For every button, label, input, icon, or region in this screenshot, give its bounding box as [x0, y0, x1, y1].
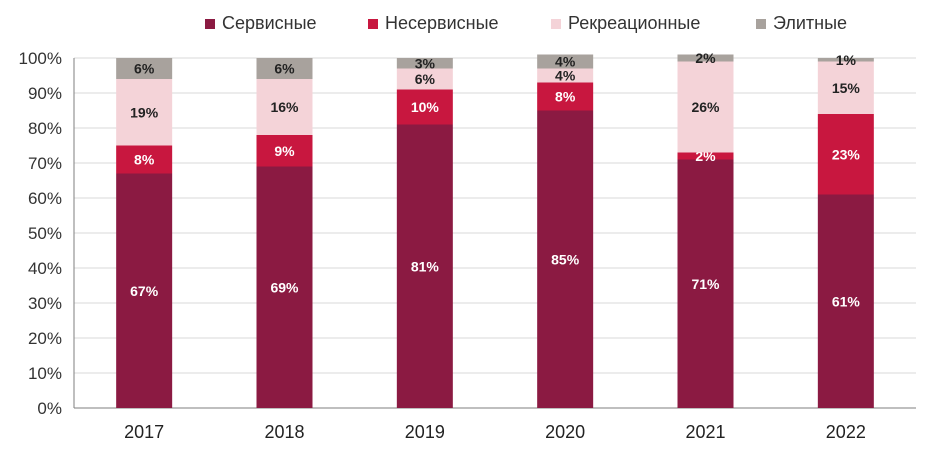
x-tick-label: 2017: [124, 422, 164, 442]
data-label: 10%: [411, 99, 440, 115]
bar-segment: [396, 58, 453, 69]
data-label: 71%: [691, 276, 720, 292]
bar-segment: [116, 173, 173, 408]
legend-swatch-elite: [756, 18, 766, 29]
y-tick-label: 10%: [28, 364, 62, 383]
data-label: 26%: [691, 99, 720, 115]
y-tick-label: 90%: [28, 84, 62, 103]
bar-segment: [116, 145, 173, 174]
x-tick-label: 2019: [405, 422, 445, 442]
bar-segment: [256, 166, 313, 408]
legend-swatch-service: [205, 18, 215, 29]
legend-item-recreational: Рекреационные: [551, 13, 700, 34]
legend-label-service: Сервисные: [222, 13, 317, 33]
data-label: 9%: [274, 143, 295, 159]
bar-segment: [677, 61, 734, 153]
bar-segment: [537, 68, 594, 83]
bar-segment: [256, 135, 313, 167]
bar-segment: [256, 79, 313, 135]
bar-segment: [537, 54, 594, 69]
y-tick-label: 100%: [19, 49, 62, 68]
bar-segment: [817, 58, 874, 62]
chart-legend: Сервисные Несервисные Рекреационные Элит…: [0, 13, 930, 37]
x-tick-label: 2020: [545, 422, 585, 442]
x-tick-label: 2022: [826, 422, 866, 442]
y-tick-label: 80%: [28, 119, 62, 138]
data-label: 8%: [555, 89, 576, 105]
y-tick-label: 50%: [28, 224, 62, 243]
bar-segment: [817, 61, 874, 114]
legend-item-non-service: Несервисные: [368, 13, 499, 34]
data-label: 15%: [832, 80, 861, 96]
bar-segment: [677, 152, 734, 160]
data-label: 69%: [270, 279, 299, 295]
data-label: 67%: [130, 283, 159, 299]
legend-label-elite: Элитные: [773, 13, 848, 33]
bar-segment: [817, 194, 874, 408]
data-label: 3%: [415, 55, 436, 71]
bar-segment: [817, 114, 874, 195]
data-label: 6%: [274, 61, 295, 77]
data-label: 85%: [551, 251, 580, 267]
y-tick-label: 30%: [28, 294, 62, 313]
bar-segment: [537, 110, 594, 408]
bar-segment: [396, 124, 453, 408]
bar-segment: [677, 54, 734, 62]
bar-segment: [396, 89, 453, 125]
legend-swatch-non-service: [368, 18, 378, 29]
bar-segment: [537, 82, 594, 111]
y-tick-label: 20%: [28, 329, 62, 348]
data-label: 2%: [695, 50, 716, 66]
data-label: 81%: [411, 258, 440, 274]
legend-swatch-recreational: [551, 18, 561, 29]
legend-label-recreational: Рекреационные: [568, 13, 701, 33]
y-tick-label: 40%: [28, 259, 62, 278]
legend-item-service: Сервисные: [205, 13, 317, 34]
y-tick-label: 0%: [37, 399, 62, 418]
legend-label-non-service: Несервисные: [385, 13, 499, 33]
y-tick-label: 70%: [28, 154, 62, 173]
data-label: 16%: [270, 99, 299, 115]
legend-item-elite: Элитные: [756, 13, 847, 34]
data-label: 61%: [832, 293, 861, 309]
x-tick-label: 2021: [685, 422, 725, 442]
data-label: 6%: [134, 61, 155, 77]
data-label: 19%: [130, 104, 159, 120]
bar-segment: [116, 79, 173, 146]
data-label: 23%: [832, 146, 861, 162]
data-label: 8%: [134, 152, 155, 168]
x-tick-label: 2018: [264, 422, 304, 442]
data-label: 6%: [415, 71, 436, 87]
data-label: 1%: [836, 52, 857, 68]
bar-segment: [396, 68, 453, 90]
data-label: 4%: [555, 54, 576, 70]
bar-segment: [116, 58, 173, 79]
y-tick-label: 60%: [28, 189, 62, 208]
bar-segment: [256, 58, 313, 79]
bar-segment: [677, 159, 734, 408]
data-label: 4%: [555, 68, 576, 84]
